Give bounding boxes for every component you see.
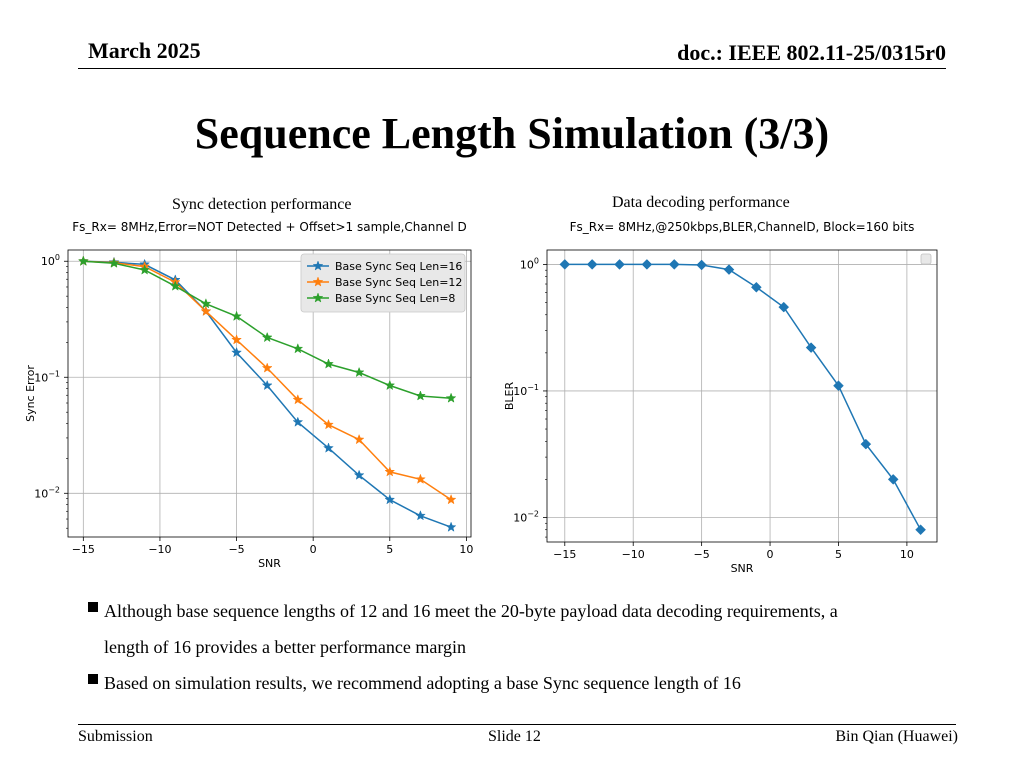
sync-x-tick-label: 0 [310, 543, 317, 556]
bler-y-axis-label: BLER [503, 382, 516, 411]
bler-x-tick-label: 5 [835, 548, 842, 561]
bler-x-tick-label: 10 [900, 548, 914, 561]
decoding-chart-caption: Data decoding performance [612, 194, 790, 211]
sync-data-point [292, 416, 304, 427]
sync-data-point [231, 334, 242, 345]
sync-data-point [200, 298, 212, 309]
bler-data-point [696, 259, 707, 271]
sync-data-point [415, 390, 426, 401]
bler-data-point [751, 281, 762, 293]
bler-x-tick-label: −5 [694, 548, 710, 561]
sync-legend-label: Base Sync Seq Len=12 [335, 276, 462, 289]
sync-x-axis-label: SNR [258, 557, 281, 570]
sync-data-point [353, 469, 365, 480]
sync-x-tick-label: −15 [72, 543, 95, 556]
sync-data-point [261, 331, 273, 343]
sync-data-point [415, 510, 426, 521]
sync-legend-marker [312, 260, 324, 271]
bler-y-tick-label: 100 [520, 256, 539, 271]
sync-data-point [261, 379, 273, 391]
sync-data-point [231, 346, 242, 358]
bler-y-tick-label: 10−2 [513, 509, 539, 524]
sync-x-tick-label: −5 [228, 543, 244, 556]
bler-x-tick-label: 0 [767, 548, 774, 561]
bler-data-point [723, 264, 735, 275]
slide-title: Sequence Length Simulation (3/3) [194, 109, 830, 158]
bler-data-point [833, 380, 844, 392]
sync-data-point [169, 280, 181, 291]
sync-data-point [139, 264, 151, 275]
bler-chart: Fs_Rx= 8MHz,@250kbps,BLER,ChannelD, Bloc… [503, 220, 938, 575]
sync-data-point [200, 305, 212, 316]
sync-chart-caption: Sync detection performance [172, 196, 352, 213]
bler-x-tick-label: −10 [622, 548, 645, 561]
sync-y-tick-label: 10−2 [34, 485, 60, 500]
sync-legend-label: Base Sync Seq Len=16 [335, 260, 462, 273]
header-doc-id: doc.: IEEE 802.11-25/0315r0 [677, 40, 946, 65]
bullet-square-icon [88, 602, 98, 612]
bler-data-point [668, 259, 680, 270]
sync-y-tick-label: 10−1 [34, 369, 60, 384]
sync-data-point [323, 418, 334, 430]
sync-data-point [353, 433, 365, 445]
sync-data-point [445, 521, 457, 532]
sync-legend-marker [312, 276, 324, 287]
bler-series-line [564, 263, 922, 531]
footer-slide-number: Slide 12 [488, 728, 541, 745]
bullet-item: Although base sequence lengths of 12 and… [88, 593, 948, 629]
bullet-square-icon [88, 674, 98, 684]
bler-legend [920, 253, 932, 265]
bler-x-tick-label: −15 [553, 548, 576, 561]
sync-x-tick-label: 5 [386, 543, 393, 556]
sync-y-tick-label: 100 [41, 253, 60, 268]
footer-submission: Submission [78, 728, 153, 745]
bler-data-point [586, 259, 598, 270]
bullet-text: Based on simulation results, we recommen… [104, 673, 741, 693]
bler-data-point [860, 438, 872, 450]
sync-x-tick-label: 10 [459, 543, 473, 556]
bullet-text: Although base sequence lengths of 12 and… [104, 601, 838, 621]
sync-data-point [261, 362, 273, 373]
sync-data-point [292, 343, 304, 354]
bler-data-point [778, 301, 790, 313]
sync-data-point [384, 379, 396, 391]
sync-data-point [323, 442, 334, 453]
sync-y-axis-label: Sync Error [24, 365, 37, 422]
sync-data-point [77, 255, 89, 266]
sync-legend-marker [312, 292, 324, 303]
sync-title: Fs_Rx= 8MHz,Error=NOT Detected + Offset>… [72, 220, 466, 234]
sync-data-point [323, 358, 334, 369]
sync-plot-frame [67, 249, 472, 538]
bullet-list: Although base sequence lengths of 12 and… [88, 593, 948, 701]
bler-y-tick-label: 10−1 [513, 383, 539, 398]
sync-data-point [445, 392, 457, 403]
bler-data-point [641, 259, 653, 270]
bullet-text-continued: length of 16 provides a better performan… [104, 637, 467, 657]
bler-data-point [614, 259, 625, 270]
bler-data-point [559, 259, 571, 270]
sync-data-point [415, 473, 426, 484]
bler-plot-frame [546, 249, 938, 543]
sync-data-point [292, 394, 304, 405]
sync-data-point [108, 257, 120, 268]
header-rule [78, 68, 946, 69]
bullet-item: Based on simulation results, we recommen… [88, 665, 948, 701]
bler-data-point [887, 474, 899, 485]
bler-title: Fs_Rx= 8MHz,@250kbps,BLER,ChannelD, Bloc… [570, 220, 915, 234]
sync-data-point [445, 493, 457, 505]
footer-author: Bin Qian (Huawei) [835, 728, 958, 745]
header-date: March 2025 [88, 38, 201, 63]
sync-legend-label: Base Sync Seq Len=8 [335, 292, 455, 305]
sync-data-point [384, 466, 396, 477]
bler-x-axis-label: SNR [731, 562, 754, 575]
sync-legend [300, 253, 466, 313]
sync-data-point [231, 310, 242, 321]
sync-x-tick-label: −10 [148, 543, 171, 556]
sync-error-chart: Fs_Rx= 8MHz,Error=NOT Detected + Offset>… [24, 220, 473, 570]
sync-data-point [384, 493, 396, 505]
sync-data-point [353, 366, 365, 378]
bler-data-point [805, 342, 817, 353]
bler-data-point [915, 524, 926, 536]
footer-rule [78, 724, 956, 725]
